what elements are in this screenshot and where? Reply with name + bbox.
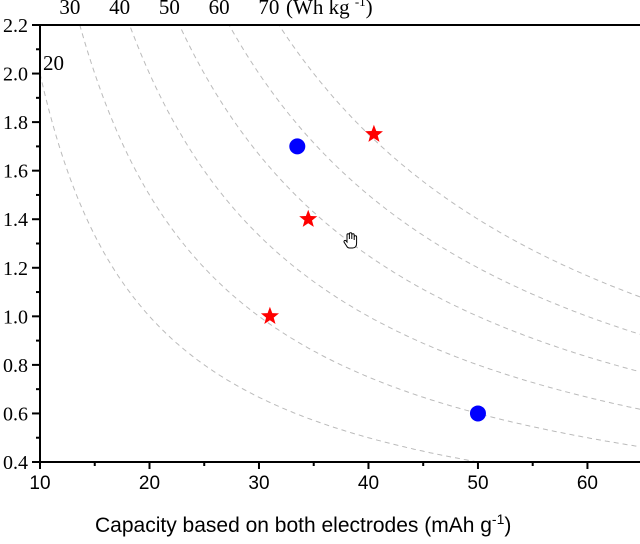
y-tick-label: 1.2 <box>3 258 28 280</box>
iso-label-70: 70 <box>258 0 279 19</box>
y-tick-label: 1.4 <box>3 209 28 231</box>
iso-label-20: 20 <box>43 51 64 75</box>
hand-cursor-icon <box>343 232 358 249</box>
y-tick-label: 1.8 <box>3 112 28 134</box>
x-tick-label: 20 <box>139 473 160 494</box>
y-tick-label: 0.6 <box>3 403 28 425</box>
iso-line-50 <box>178 25 640 373</box>
iso-energy-lines <box>40 25 640 462</box>
iso-line-20 <box>40 73 481 462</box>
x-tick-label: 40 <box>358 473 379 494</box>
iso-line-40 <box>129 25 640 410</box>
y-tick-label: 1.0 <box>3 306 28 328</box>
x-axis-label: Capacity based on both electrodes (mAh g… <box>95 511 511 537</box>
iso-line-70 <box>278 25 640 298</box>
iso-label-40: 40 <box>109 0 130 19</box>
y-tick-label: 2.2 <box>3 15 28 37</box>
x-tick-label: 10 <box>29 473 50 494</box>
y-tick-label: 2.0 <box>3 64 28 86</box>
y-tick-label: 0.4 <box>3 452 28 474</box>
iso-label-30: 30 <box>59 0 80 19</box>
iso-label-50: 50 <box>159 0 180 19</box>
data-point-star <box>260 306 279 324</box>
iso-line-30 <box>79 25 640 448</box>
data-point-star <box>299 209 318 227</box>
data-point-star <box>364 124 383 142</box>
x-tick-label: 60 <box>577 473 598 494</box>
data-point-circle <box>289 138 306 155</box>
hand-cursor-shape <box>343 232 358 249</box>
iso-label-60: 60 <box>209 0 230 19</box>
x-tick-label: 50 <box>467 473 488 494</box>
data-point-circle <box>469 405 486 422</box>
y-tick-label: 0.8 <box>3 355 28 377</box>
y-tick-label: 1.6 <box>3 161 28 183</box>
iso-line-60 <box>228 25 640 335</box>
iso-unit-label: (Wh kg -1) <box>286 0 373 19</box>
x-tick-label: 30 <box>248 473 269 494</box>
